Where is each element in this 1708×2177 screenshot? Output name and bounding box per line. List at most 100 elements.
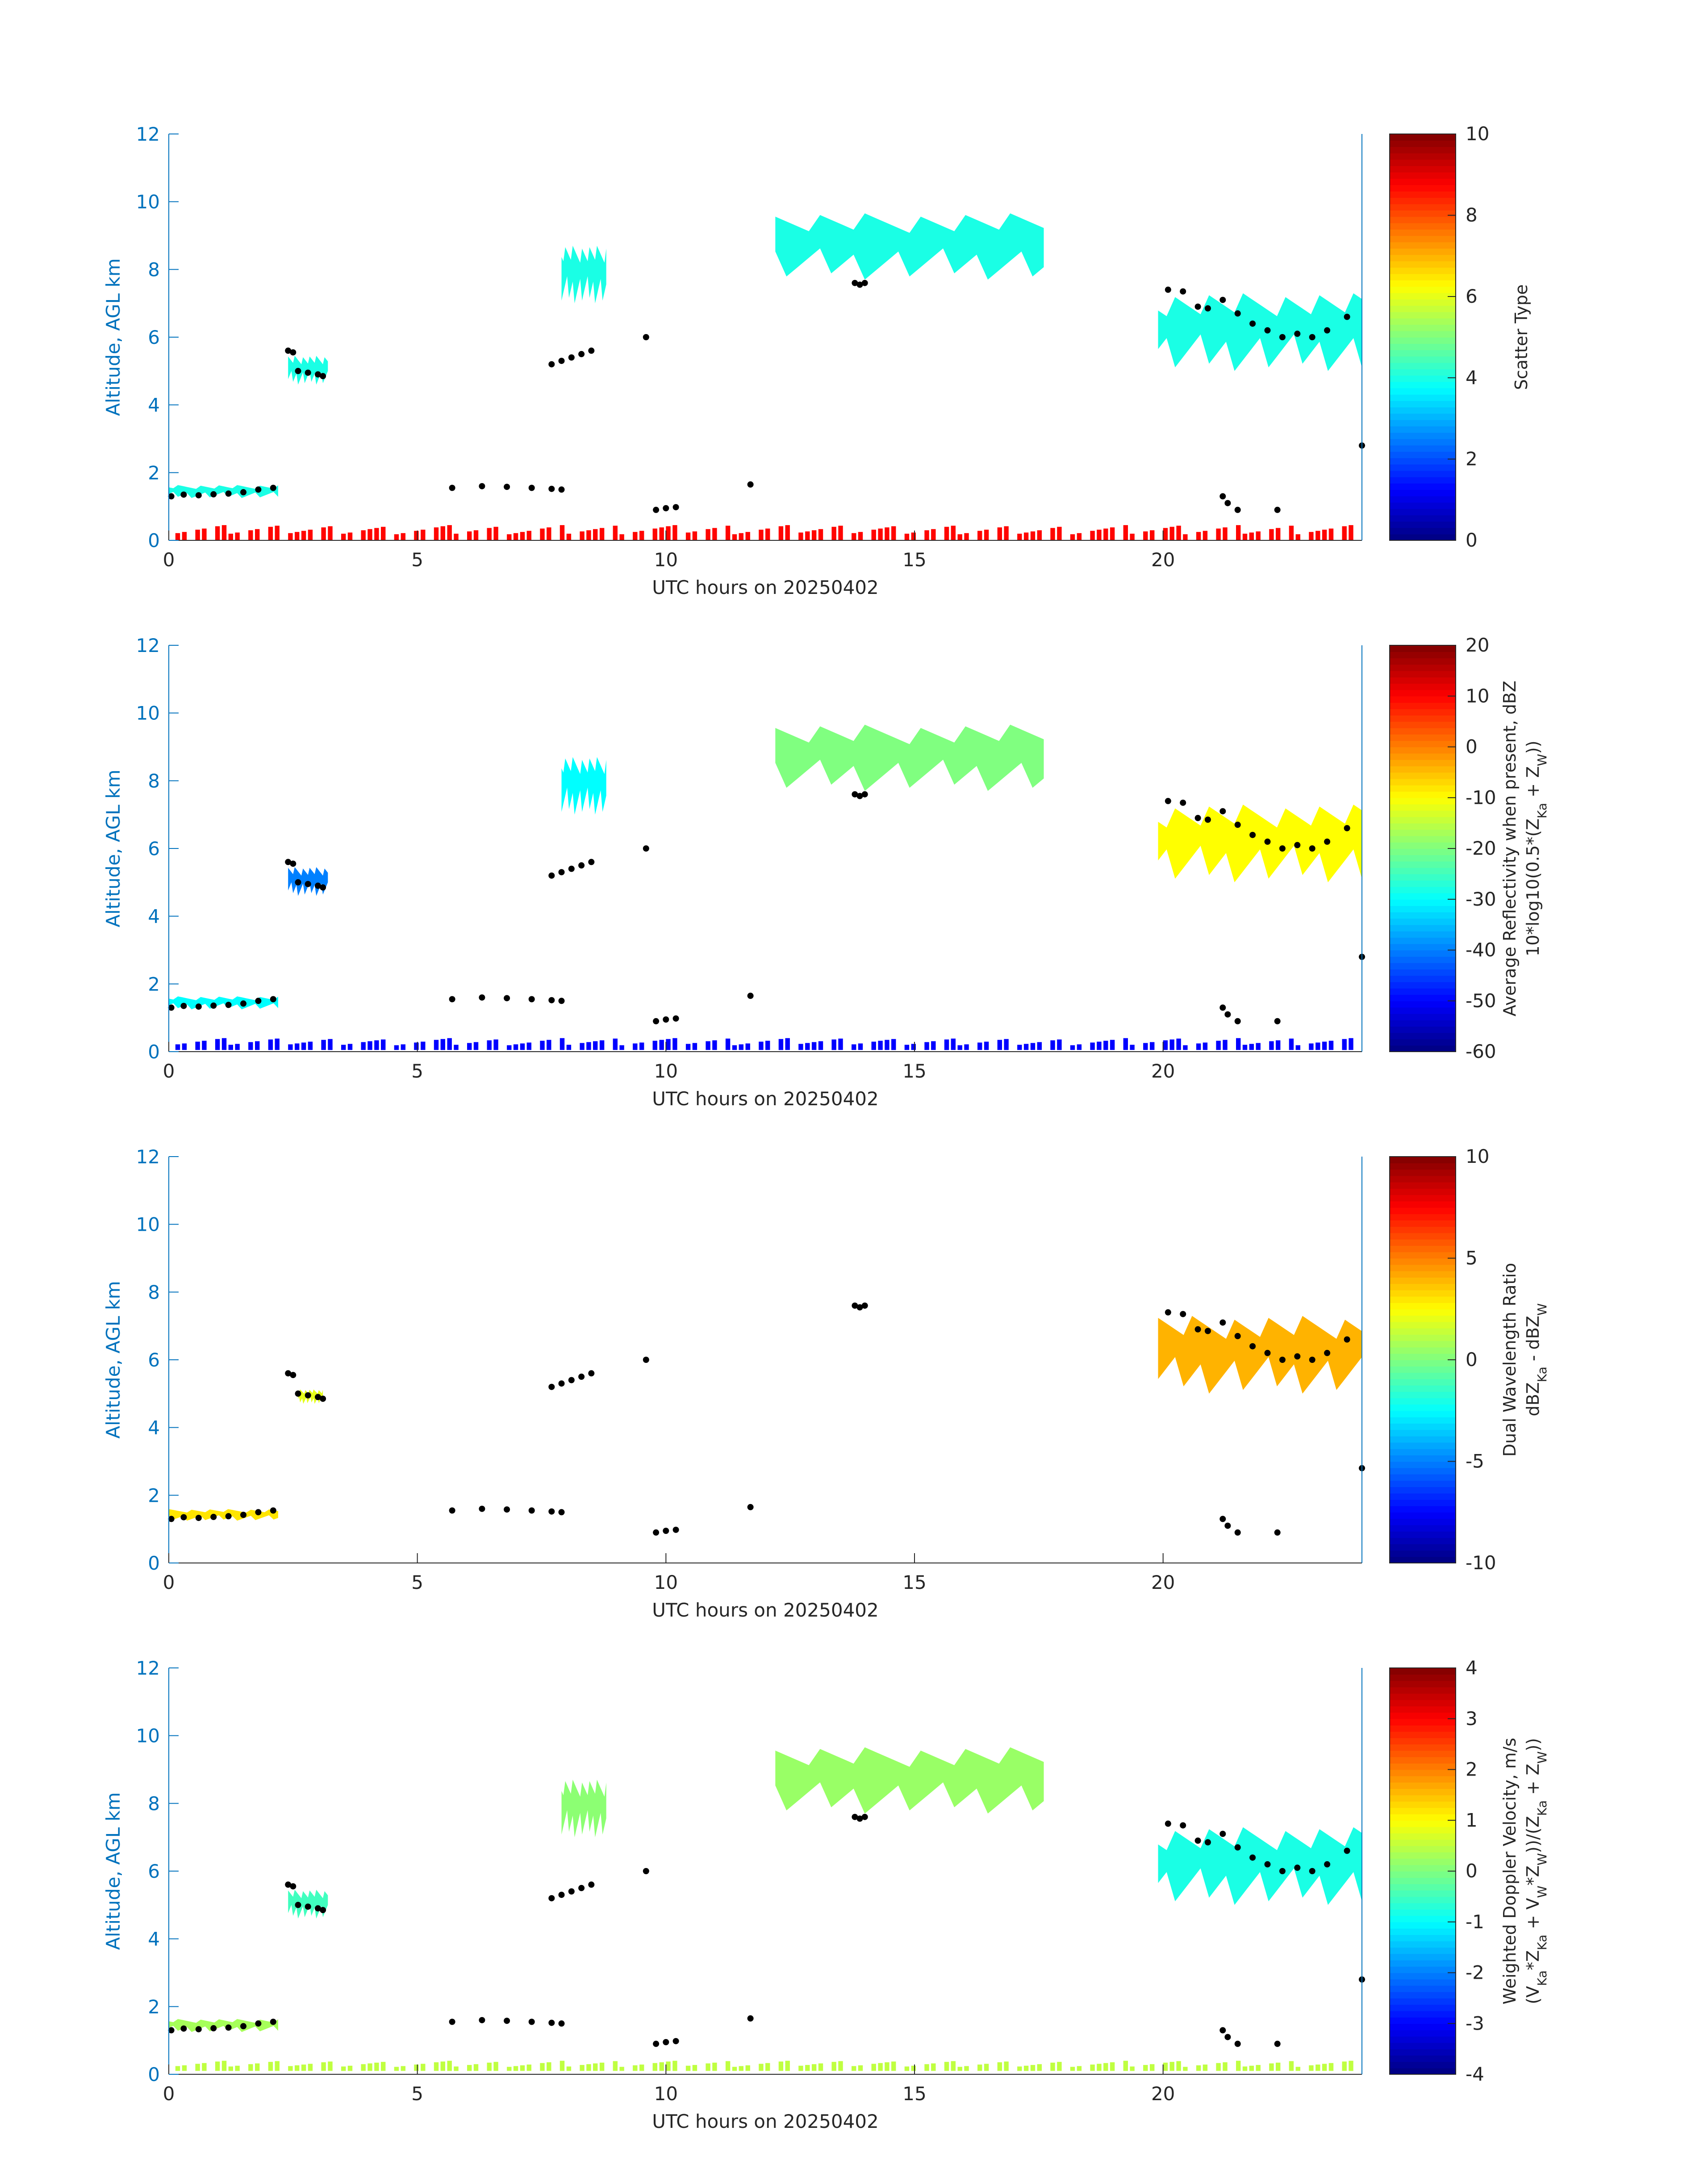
field-0-cell (593, 529, 598, 540)
colorbar-label: (VKa*ZKa + VW*ZW))/(ZKa + ZW)) (1523, 1738, 1549, 2004)
marker-point (504, 2018, 510, 2024)
field-0-cell (818, 1041, 823, 1050)
colorbar-band (1390, 1347, 1456, 1354)
colorbar-band (1390, 1372, 1456, 1379)
field-0-cell (202, 528, 207, 540)
field-3 (561, 246, 606, 304)
marker-point (548, 2019, 555, 2026)
field-0-cell (858, 532, 863, 540)
field-0-cell (367, 1041, 372, 1050)
marker-point (548, 485, 555, 492)
field-0-cell (454, 1045, 459, 1050)
marker-point (663, 2039, 669, 2045)
field-0-cell (685, 2065, 691, 2071)
field-0-cell (195, 2064, 200, 2071)
marker-point (168, 2027, 175, 2034)
data-fields (169, 1316, 1362, 1521)
field-0-cell (1349, 525, 1353, 540)
colorbar-band (1390, 873, 1456, 881)
colorbar-band (1390, 670, 1456, 677)
colorbar-band (1390, 1744, 1456, 1751)
field-0-cell (228, 2066, 233, 2071)
colorbar-band (1390, 677, 1456, 684)
y-tick-label: 10 (136, 1214, 160, 1236)
field-0-cell (1216, 2063, 1221, 2071)
colorbar-band (1390, 458, 1456, 465)
marker-point (861, 1302, 868, 1309)
field-0-cell (964, 1044, 969, 1050)
colorbar-band (1390, 1404, 1456, 1411)
marker-point (747, 992, 754, 999)
field-0-cell (725, 526, 731, 540)
field-5 (1158, 804, 1362, 882)
colorbar-band (1390, 1544, 1456, 1551)
field-0-cell (891, 2061, 896, 2071)
colorbar-band (1390, 1941, 1456, 1948)
marker-point (449, 1507, 455, 1514)
colorbar-band (1390, 1480, 1456, 1488)
field-0-cell (659, 1040, 664, 1050)
field-0-cell (1216, 1040, 1221, 1050)
field-0-cell (593, 2063, 598, 2071)
marker-point (295, 1390, 301, 1397)
field-0-cell (765, 2063, 770, 2071)
field-0-cell (275, 1038, 280, 1050)
field-0-cell (818, 529, 823, 540)
colorbar-label: 10*log10(0.5*(ZKa + ZW)) (1523, 740, 1549, 956)
colorbar-band (1390, 1935, 1456, 1942)
colorbar-tick-label: 8 (1466, 204, 1478, 226)
colorbar-band (1390, 242, 1456, 249)
colorbar-band (1390, 1360, 1456, 1366)
field-0-cell (891, 1039, 896, 1050)
field-0-cell (984, 1041, 989, 1050)
marker-point (295, 368, 301, 374)
colorbar-band (1390, 1201, 1456, 1208)
colorbar-band (1390, 394, 1456, 401)
field-0-cell (818, 2063, 823, 2071)
colorbar-band (1390, 798, 1456, 805)
field-0-cell (1023, 1044, 1029, 1050)
colorbar-band (1390, 216, 1456, 223)
marker-point (672, 504, 679, 510)
field-0-cell (811, 530, 817, 540)
marker-point (240, 1000, 246, 1007)
y-tick-label: 0 (148, 1041, 160, 1063)
field-0-cell (507, 1045, 512, 1050)
colorbar-band (1390, 1550, 1456, 1557)
colorbar-band (1390, 515, 1456, 522)
marker-point (1274, 1018, 1281, 1024)
field-0-cell (228, 534, 233, 540)
marker-point (320, 1907, 326, 1914)
field-0-cell (1017, 534, 1022, 540)
y-axis-label: Altitude, AGL km (102, 1792, 124, 1950)
colorbar-band (1390, 375, 1456, 382)
marker-point (747, 2015, 754, 2022)
field-0-cell (871, 1041, 876, 1050)
colorbar-band (1390, 248, 1456, 255)
colorbar-band (1390, 1410, 1456, 1417)
colorbar-band (1390, 1013, 1456, 1020)
colorbar-band (1390, 356, 1456, 363)
marker-point (568, 1377, 575, 1383)
colorbar-band (1390, 1782, 1456, 1789)
colorbar-band (1390, 2055, 1456, 2062)
field-0-cell (944, 526, 949, 540)
marker-point (168, 1516, 175, 1522)
x-tick-label: 15 (902, 2083, 926, 2105)
marker-point (852, 1813, 858, 1820)
field-0-cell (739, 1044, 743, 1050)
field-0-cell (1143, 1043, 1148, 1050)
marker-point (861, 791, 868, 798)
marker-point (1204, 816, 1211, 823)
marker-point (449, 485, 455, 491)
field-0-cell (255, 2063, 260, 2071)
colorbar-band (1390, 1321, 1456, 1329)
field-0-cell (1276, 528, 1281, 540)
field-0-cell (964, 2066, 969, 2071)
marker-point (1234, 2040, 1241, 2047)
field-0-cell (911, 532, 916, 540)
x-tick-label: 0 (163, 549, 175, 571)
colorbar-band (1390, 1871, 1456, 1878)
field-0-cell (401, 2066, 405, 2071)
field-0-cell (566, 534, 572, 540)
